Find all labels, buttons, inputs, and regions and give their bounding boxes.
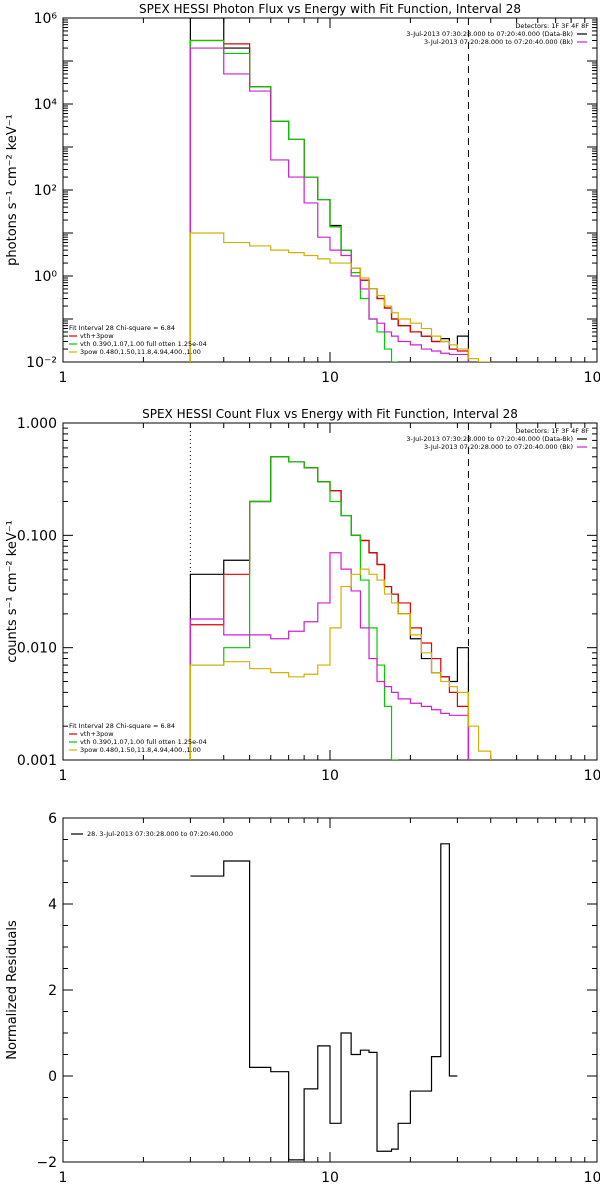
legend-detectors: Detectors: 1F 3F 4F 8F [515, 22, 589, 30]
fit-legend-entry: vth+3pow [80, 332, 114, 340]
y-tick-label: 0 [48, 1069, 57, 1085]
legend-entry: 28. 3-Jul-2013 07:30:28.000 to 07:20:40.… [87, 830, 233, 838]
y-tick-label: 0.010 [17, 641, 57, 657]
fit-legend-entry: 3pow 0.480,1.50,11.8,4.94,400.,1.00 [80, 746, 201, 754]
x-tick-label: 100 [584, 768, 600, 784]
series-line-3 [189, 456, 399, 760]
fit-legend-entry: 3pow 0.480,1.50,11.8,4.94,400.,1.00 [80, 348, 201, 356]
x-tick-label: 1 [59, 370, 68, 386]
fit-info-header: Fit Interval 28 Chi-square = 6.84 [69, 722, 175, 730]
plot-frame [62, 17, 598, 363]
series-line-1 [190, 843, 458, 1161]
chart-1: SPEX HESSI Photon Flux vs Energy with Fi… [5, 2, 600, 386]
series-line-5 [189, 232, 491, 362]
y-axis-label: photons s⁻¹ cm⁻² keV⁻¹ [5, 114, 20, 266]
series-line-2 [189, 456, 470, 760]
chart-title: SPEX HESSI Photon Flux vs Energy with Fi… [139, 2, 521, 16]
series-line-5 [189, 568, 492, 760]
y-tick-label: 10² [34, 183, 57, 199]
series-line-3 [189, 39, 399, 362]
x-tick-label: 10 [321, 1170, 339, 1186]
x-tick-label: 1 [59, 768, 68, 784]
legend-entry: 3-Jul-2013 07:20:28.000 to 07:20:40.000 … [424, 38, 573, 46]
y-tick-label: −2 [36, 1155, 57, 1171]
y-tick-label: 10⁴ [34, 97, 58, 113]
x-tick-label: 10 [321, 768, 339, 784]
x-tick-label: 100 [584, 370, 600, 386]
series-line-1 [189, 18, 470, 362]
y-tick-label: 10⁰ [34, 269, 58, 285]
y-tick-label: 6 [48, 811, 57, 827]
fit-legend-entry: vth 0.390,1.07,1.00 full otten 1.25e-04 [80, 738, 207, 746]
legend-detectors: Detectors: 1F 3F 4F 8F [515, 427, 589, 435]
y-tick-label: 10⁻² [26, 355, 57, 371]
chart-3: Normalized Residuals 1 10 100 −2 0 2 4 6 28. 3-Ju… [5, 811, 600, 1186]
fit-legend-entry: vth+3pow [80, 730, 114, 738]
chart-title: SPEX HESSI Count Flux vs Energy with Fit… [142, 407, 518, 421]
y-tick-label: 2 [48, 983, 57, 999]
y-tick-label: 1.000 [17, 416, 57, 432]
x-tick-label: 10 [321, 370, 339, 386]
y-tick-label: 0.100 [17, 528, 57, 544]
y-axis-label: counts s⁻¹ cm⁻² keV⁻¹ [5, 520, 20, 663]
legend-entry: 3-Jul-2013 07:30:28.000 to 07:20:40.000 … [406, 435, 573, 443]
y-tick-label: 0.001 [17, 753, 57, 769]
y-tick-label: 10⁶ [34, 11, 58, 27]
chart-2: SPEX HESSI Count Flux vs Energy with Fit… [5, 407, 600, 784]
series-line-4 [189, 552, 470, 760]
fit-info-header: Fit Interval 28 Chi-square = 6.84 [69, 324, 175, 332]
series-line-1 [189, 456, 470, 760]
y-tick-label: 4 [48, 897, 57, 913]
legend-entry: 3-Jul-2013 07:20:28.000 to 07:20:40.000 … [424, 443, 573, 451]
legend-entry: 3-Jul-2013 07:30:28.000 to 07:20:40.000 … [406, 30, 573, 38]
x-tick-label: 1 [59, 1170, 68, 1186]
x-tick-label: 100 [584, 1170, 600, 1186]
fit-legend-entry: vth 0.390,1.07,1.00 full otten 1.25e-04 [80, 340, 207, 348]
y-axis-label: Normalized Residuals [5, 920, 20, 1060]
